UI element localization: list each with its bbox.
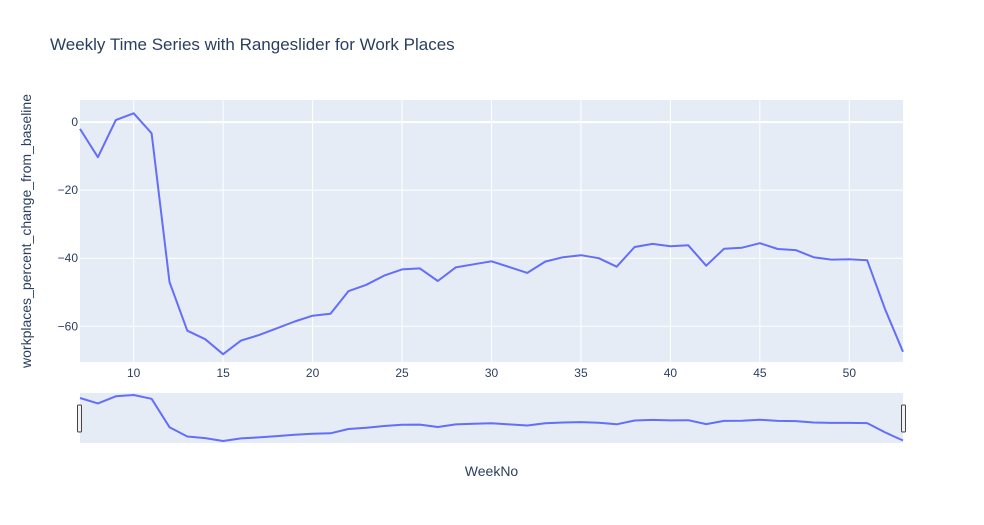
x-tick-label: 45 — [753, 366, 767, 380]
x-tick-label: 15 — [216, 366, 230, 380]
x-tick-label: 10 — [127, 366, 141, 380]
series-line[interactable] — [79, 112, 904, 356]
y-tick-label: −60 — [58, 319, 79, 333]
rangeslider[interactable] — [80, 393, 903, 443]
rangeslider-right-handle[interactable] — [901, 404, 906, 433]
x-tick-label: 50 — [843, 366, 857, 380]
x-tick-label: 30 — [485, 366, 499, 380]
x-tick-label: 35 — [574, 366, 588, 380]
chart-title: Weekly Time Series with Rangeslider for … — [50, 35, 455, 54]
y-gridlines — [80, 121, 903, 327]
y-tick-labels: 0 −20 −40 −60 — [58, 115, 79, 333]
rangeslider-left-handle[interactable] — [77, 404, 82, 433]
y-tick-label: −20 — [58, 183, 79, 197]
x-tick-label: 20 — [306, 366, 320, 380]
y-tick-label: 0 — [71, 115, 78, 129]
y-tick-label: −40 — [58, 251, 79, 265]
x-tick-label: 25 — [395, 366, 409, 380]
rangeslider-series-line — [79, 394, 904, 442]
x-tick-labels: 10 15 20 25 30 35 40 45 50 — [127, 366, 856, 380]
x-tick-label: 40 — [664, 366, 678, 380]
x-axis-title: WeekNo — [465, 463, 519, 479]
x-gridlines — [133, 100, 850, 362]
y-axis-title: workplaces_percent_change_from_baseline — [18, 94, 34, 369]
